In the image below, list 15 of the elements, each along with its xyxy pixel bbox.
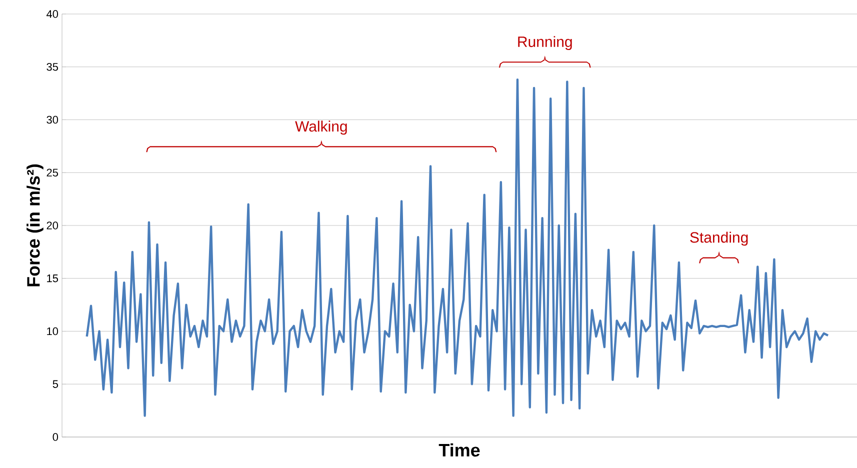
x-axis-title: Time	[438, 443, 480, 457]
y-tick-label: 30	[46, 116, 58, 124]
annotation: Standing	[690, 232, 748, 246]
annotation: Walking	[295, 120, 347, 135]
y-tick-label: 25	[46, 168, 58, 177]
y-tick-label: 15	[47, 274, 58, 282]
y-tick-label: 5	[52, 380, 58, 388]
y-tick-label: 20	[46, 222, 58, 230]
y-tick-label: 40	[46, 10, 58, 18]
line-series	[86, 78, 830, 417]
y-axis-title: Force (in m/s²)	[26, 164, 44, 286]
annotation: Running	[518, 36, 572, 50]
y-tick-label: 10	[47, 327, 58, 336]
y-tick-label: 0	[52, 433, 58, 441]
y-tick-label: 35	[46, 62, 58, 71]
